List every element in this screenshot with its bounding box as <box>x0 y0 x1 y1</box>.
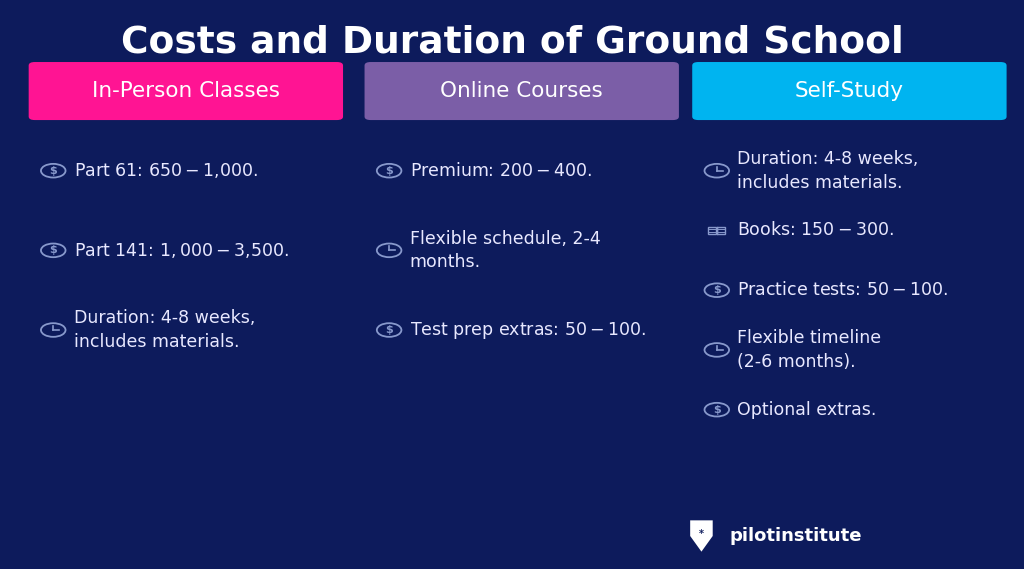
Text: $: $ <box>385 166 393 176</box>
Polygon shape <box>690 520 713 552</box>
Text: Duration: 4-8 weeks,
includes materials.: Duration: 4-8 weeks, includes materials. <box>737 150 919 192</box>
Text: Books: $150-$300.: Books: $150-$300. <box>737 221 894 240</box>
Text: Self-Study: Self-Study <box>795 81 904 101</box>
Text: $: $ <box>49 245 57 255</box>
Text: Part 61: $650-$1,000.: Part 61: $650-$1,000. <box>74 161 258 180</box>
Text: Test prep extras: $50-$100.: Test prep extras: $50-$100. <box>410 320 646 340</box>
Text: $: $ <box>49 166 57 176</box>
Text: Flexible schedule, 2-4
months.: Flexible schedule, 2-4 months. <box>410 229 600 271</box>
Text: Premium: $200-$400.: Premium: $200-$400. <box>410 162 592 180</box>
Text: $: $ <box>713 285 721 295</box>
Text: Practice tests: $50-$100.: Practice tests: $50-$100. <box>737 281 948 299</box>
Text: Part 141: $1,000-$3,500.: Part 141: $1,000-$3,500. <box>74 241 289 260</box>
Text: $: $ <box>385 325 393 335</box>
Text: Flexible timeline
(2-6 months).: Flexible timeline (2-6 months). <box>737 329 882 371</box>
Text: *: * <box>699 529 703 539</box>
Text: In-Person Classes: In-Person Classes <box>92 81 280 101</box>
Text: pilotinstitute: pilotinstitute <box>729 527 861 545</box>
FancyBboxPatch shape <box>29 62 343 120</box>
Text: Costs and Duration of Ground School: Costs and Duration of Ground School <box>121 24 903 61</box>
Text: Duration: 4-8 weeks,
includes materials.: Duration: 4-8 weeks, includes materials. <box>74 309 255 351</box>
FancyBboxPatch shape <box>692 62 1007 120</box>
Text: Optional extras.: Optional extras. <box>737 401 877 419</box>
FancyBboxPatch shape <box>365 62 679 120</box>
Text: Online Courses: Online Courses <box>440 81 603 101</box>
Text: $: $ <box>713 405 721 415</box>
